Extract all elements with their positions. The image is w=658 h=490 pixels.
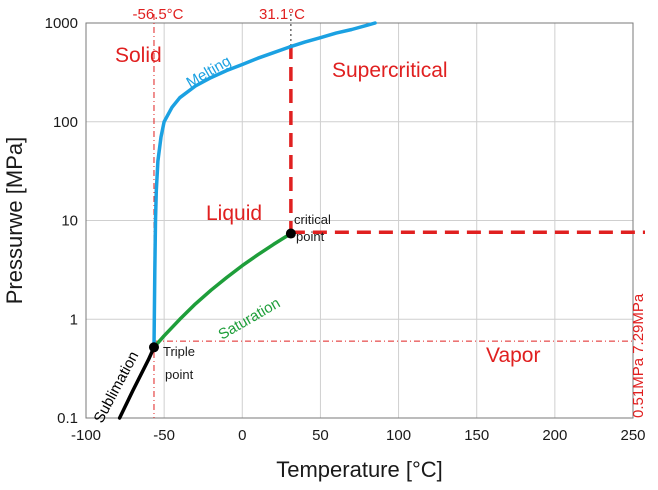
plot-area-frame [85, 22, 634, 419]
y-tick-label: 1 [70, 311, 78, 328]
triple-point-label-line1: Triple [163, 344, 195, 359]
triple-point-marker [148, 342, 159, 353]
x-tick-label: 100 [386, 427, 411, 444]
x-tick-label: 50 [312, 427, 329, 444]
pressure-values-label: 0.51MPa 7.29MPa [630, 293, 647, 418]
guide-lines [153, 14, 645, 418]
critical-point-label-line2: point [296, 229, 325, 244]
region-label-solid: Solid [115, 44, 162, 67]
x-tick-label: -100 [71, 427, 101, 444]
critical-temperature-label: 31.1°C [259, 6, 305, 23]
region-label-liquid: Liquid [206, 202, 262, 225]
saturation-curve [152, 231, 293, 350]
y-tick-label: 100 [53, 114, 78, 131]
x-tick-label: -50 [153, 427, 175, 444]
region-label-supercritical: Supercritical [332, 59, 448, 82]
phase-points [148, 228, 296, 353]
y-tick-label: 1000 [45, 15, 78, 32]
region-label-vapor: Vapor [486, 344, 540, 367]
critical-point-marker [285, 228, 296, 239]
triple-temperature-label: -56.5°C [132, 6, 183, 23]
sublimation-curve [117, 345, 156, 420]
y-axis-label: Pressurwe [MPa] [2, 137, 27, 305]
y-tick-labels: 0.1 1 10 100 1000 [45, 15, 78, 427]
triple-point-label-line2: point [165, 367, 194, 382]
x-axis-label: Temperature [°C] [276, 457, 443, 482]
x-tick-label: 200 [542, 427, 567, 444]
phase-curves [117, 21, 377, 420]
x-tick-label: 250 [620, 427, 645, 444]
critical-point-label-line1: critical [294, 212, 331, 227]
y-tick-label: 10 [61, 213, 78, 230]
y-tick-label: 0.1 [57, 410, 78, 427]
x-tick-label: 150 [464, 427, 489, 444]
x-tick-label: 0 [238, 427, 246, 444]
x-tick-labels: -100 -50 0 50 100 150 200 250 [71, 427, 646, 444]
melting-curve [152, 21, 377, 350]
